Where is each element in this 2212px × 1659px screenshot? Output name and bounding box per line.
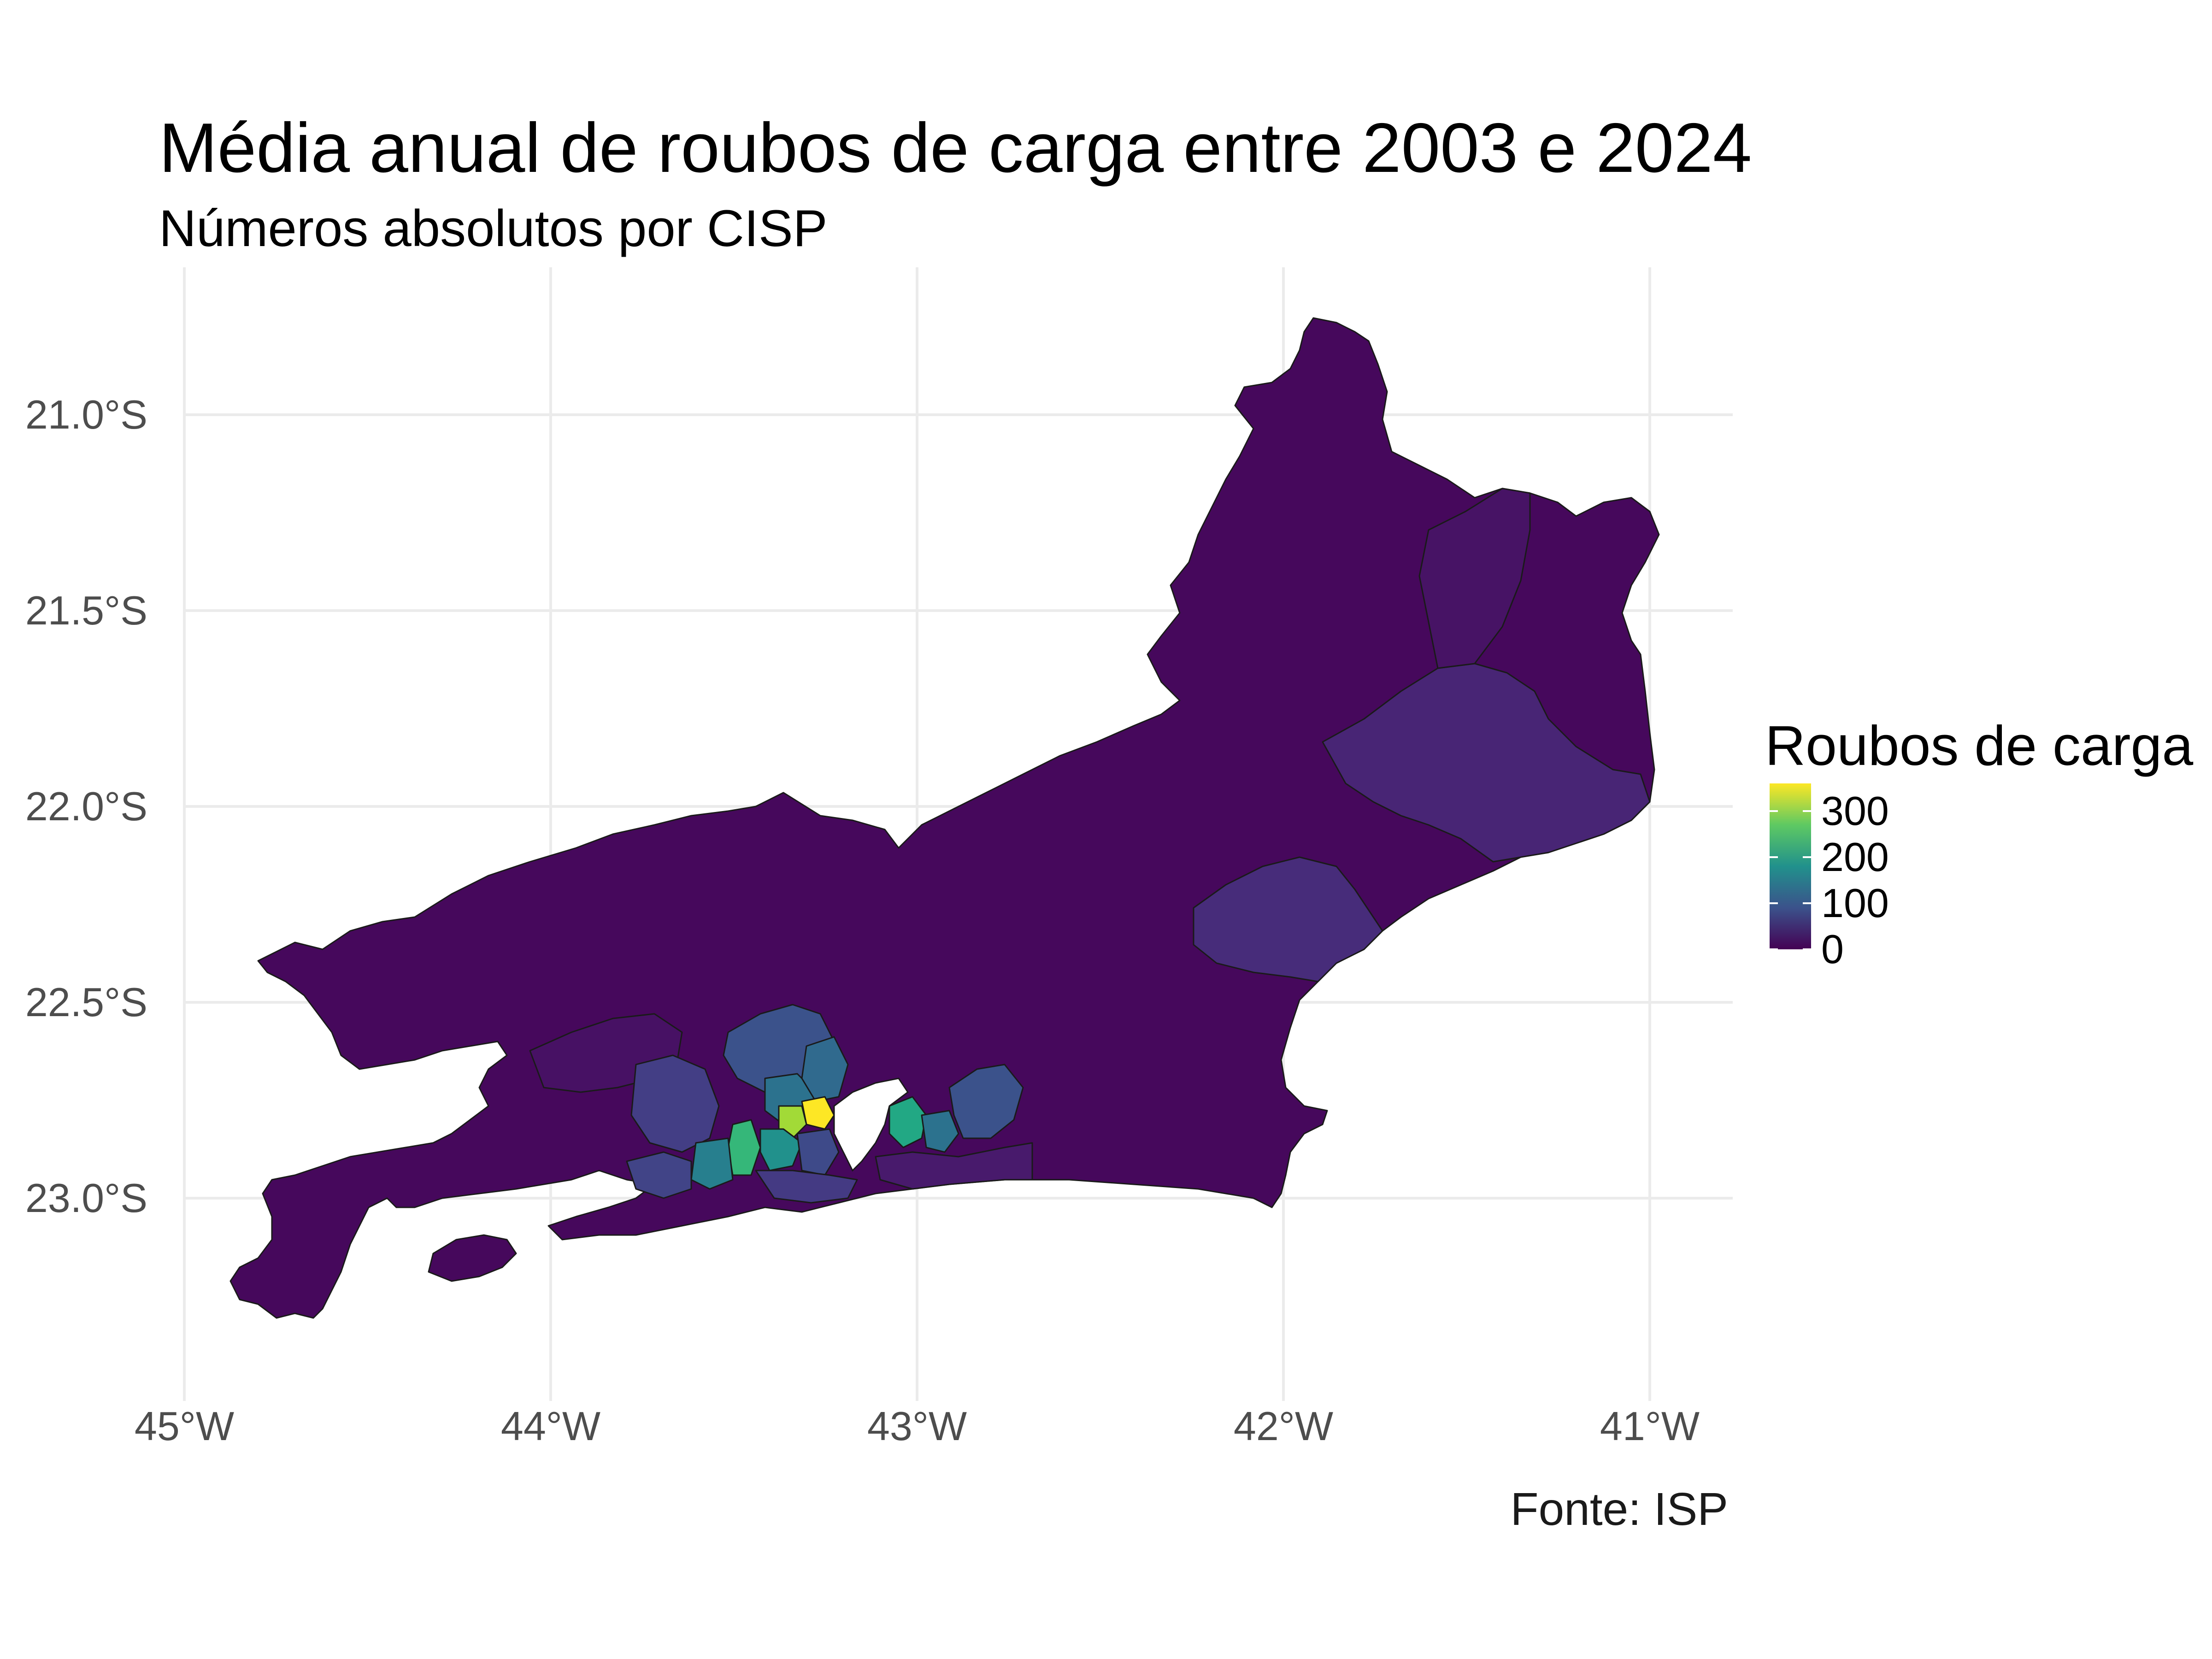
legend-break-label: 0	[1821, 926, 1844, 972]
region-metro-south	[755, 1170, 858, 1204]
region-northeast-upper	[1418, 488, 1531, 669]
guanabara-bay	[833, 1077, 909, 1172]
chart-caption: Fonte: ISP	[1510, 1483, 1728, 1535]
region-metro-belford	[801, 1036, 849, 1102]
y-tick-label: 22.0°S	[25, 783, 147, 829]
y-tick-label: 21.5°S	[25, 588, 147, 633]
region-lakes	[1193, 856, 1383, 982]
region-itaborai	[948, 1064, 1024, 1139]
region-metro-teal	[690, 1137, 734, 1190]
x-tick-label: 44°W	[501, 1403, 600, 1449]
region-metro-north2	[796, 1128, 840, 1176]
y-tick-label: 21.0°S	[25, 392, 147, 437]
legend-colorbar	[1770, 783, 1811, 949]
legend-break-label: 200	[1821, 834, 1889, 880]
chart-subtitle: Números absolutos por CISP	[159, 200, 828, 257]
x-tick-label: 42°W	[1234, 1403, 1333, 1449]
legend-title: Roubos de carga	[1765, 714, 2193, 777]
state-map	[229, 317, 1660, 1319]
x-tick-label: 45°W	[135, 1403, 234, 1449]
region-ilha-grande	[428, 1234, 517, 1282]
x-tick-label: 43°W	[867, 1403, 967, 1449]
axis-labels: 45°W 44°W 43°W 42°W 41°W 21.0°S 21.5°S 22.0°S 22…	[25, 392, 1700, 1449]
region-niteroi	[888, 1096, 927, 1148]
region-metro-sw	[630, 1054, 720, 1153]
chart-title: Média anual de roubos de carga entre 200…	[159, 109, 1752, 187]
region-sao-goncalo	[921, 1110, 959, 1153]
y-tick-label: 23.0°S	[25, 1175, 147, 1221]
region-metro-west2	[626, 1151, 692, 1199]
legend-break-label: 100	[1821, 880, 1889, 926]
x-tick-label: 41°W	[1600, 1403, 1700, 1449]
legend-break-label: 300	[1821, 788, 1889, 834]
region-metro-zona-norte	[759, 1128, 803, 1171]
region-east-bay	[875, 1142, 1033, 1190]
y-tick-label: 22.5°S	[25, 979, 147, 1025]
